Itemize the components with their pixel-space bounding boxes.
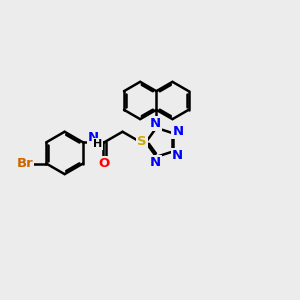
Text: N: N xyxy=(150,117,161,130)
Text: S: S xyxy=(137,135,147,148)
Text: N: N xyxy=(88,130,99,143)
Text: N: N xyxy=(172,149,183,162)
Text: Br: Br xyxy=(16,157,33,170)
Text: O: O xyxy=(98,157,110,170)
Text: H: H xyxy=(93,139,102,149)
Text: N: N xyxy=(172,124,184,137)
Text: N: N xyxy=(150,156,161,169)
